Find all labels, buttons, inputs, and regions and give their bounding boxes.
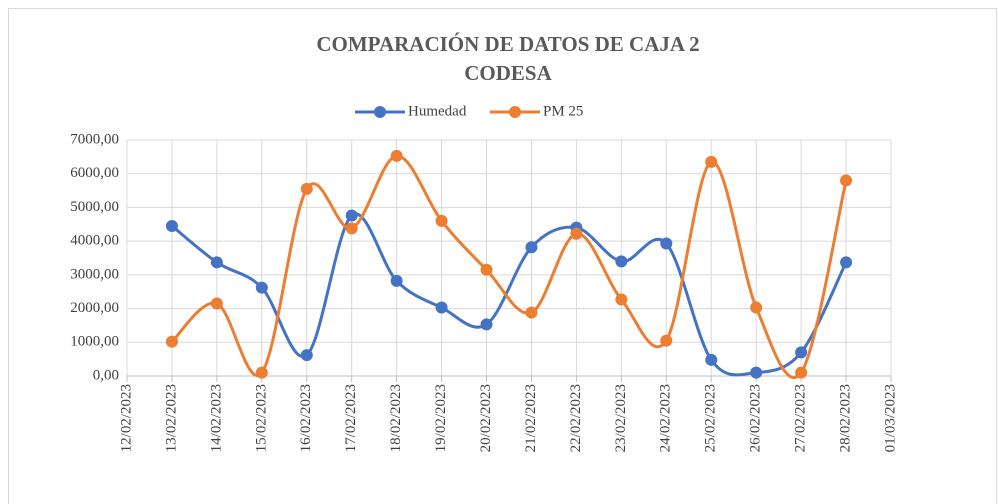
marker (435, 214, 448, 227)
x-tick-label: 20/02/2023 (478, 384, 494, 452)
y-tick-label: 7000,00 (70, 131, 119, 147)
marker (210, 297, 223, 310)
y-tick-label: 4000,00 (70, 233, 119, 249)
x-tick-label: 17/02/2023 (343, 384, 359, 452)
chart-title: COMPARACIÓN DE DATOS DE CAJA 2 (316, 32, 699, 56)
y-tick-label: 3000,00 (70, 266, 119, 282)
marker (795, 366, 808, 379)
chart-title: CODESA (464, 61, 552, 85)
marker (660, 237, 673, 250)
marker (525, 306, 538, 319)
x-tick-label: 21/02/2023 (523, 384, 539, 452)
marker (480, 318, 493, 331)
x-tick-label: 24/02/2023 (658, 384, 674, 452)
marker (300, 349, 313, 362)
marker (750, 366, 763, 379)
marker (795, 346, 808, 359)
y-tick-label: 5000,00 (70, 199, 119, 215)
x-tick-label: 14/02/2023 (208, 384, 224, 452)
x-tick-label: 27/02/2023 (793, 384, 809, 452)
x-tick-label: 22/02/2023 (568, 384, 584, 452)
x-tick-label: 26/02/2023 (748, 384, 764, 452)
x-tick-label: 25/02/2023 (703, 384, 719, 452)
marker (435, 301, 448, 314)
marker (345, 222, 358, 235)
marker (345, 209, 358, 222)
marker (705, 155, 718, 168)
marker (255, 281, 268, 294)
marker (570, 227, 583, 240)
legend-marker (509, 106, 521, 118)
x-tick-label: 13/02/2023 (163, 384, 179, 452)
marker (750, 301, 763, 314)
marker (255, 366, 268, 379)
marker (840, 256, 853, 269)
marker (525, 241, 538, 254)
marker (840, 174, 853, 187)
y-tick-label: 2000,00 (70, 300, 119, 316)
marker (705, 353, 718, 366)
x-tick-label: 16/02/2023 (298, 384, 314, 452)
x-tick-label: 23/02/2023 (613, 384, 629, 452)
marker (300, 182, 313, 195)
legend-marker (374, 106, 386, 118)
y-tick-label: 6000,00 (70, 165, 119, 181)
x-tick-label: 19/02/2023 (433, 384, 449, 452)
x-tick-label: 15/02/2023 (253, 384, 269, 452)
x-tick-label: 18/02/2023 (388, 384, 404, 452)
marker (165, 335, 178, 348)
marker (660, 334, 673, 347)
x-tick-label: 01/03/2023 (882, 384, 898, 452)
marker (615, 293, 628, 306)
marker (480, 263, 493, 276)
y-tick-label: 0,00 (93, 367, 119, 383)
x-tick-label: 12/02/2023 (118, 384, 134, 452)
legend-label: PM 25 (543, 103, 583, 119)
marker (615, 255, 628, 268)
x-tick-label: 28/02/2023 (837, 384, 853, 452)
marker (165, 219, 178, 232)
series-line (170, 212, 848, 377)
legend-label: Humedad (408, 103, 467, 119)
marker (390, 149, 403, 162)
y-tick-label: 1000,00 (70, 334, 119, 350)
marker (210, 256, 223, 269)
marker (390, 274, 403, 287)
